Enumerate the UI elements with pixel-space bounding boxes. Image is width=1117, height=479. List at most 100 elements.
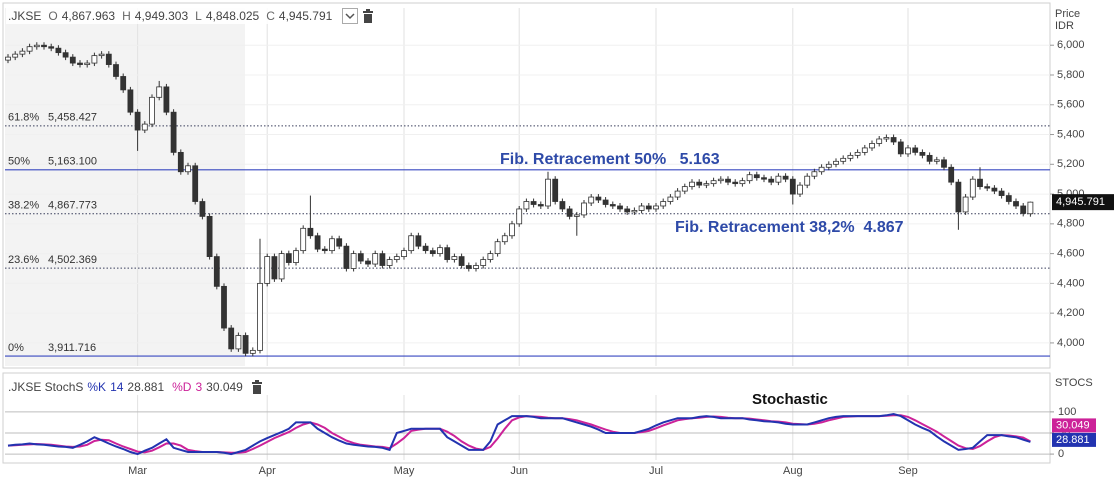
- y-axis-title: STOCS: [1055, 377, 1093, 389]
- delete-button[interactable]: [251, 380, 263, 394]
- candle-body: [681, 186, 688, 192]
- candle-body: [62, 52, 69, 58]
- fib-name: 61.8%: [8, 112, 39, 124]
- candle-body: [285, 253, 292, 263]
- candle-body: [991, 187, 998, 192]
- y-tick-label: 4,000: [1057, 337, 1085, 349]
- value-box-label: 30.049: [1056, 419, 1090, 431]
- annotation: Fib. Retracement 38,2% 4.867: [675, 219, 904, 236]
- y-tick-label: 6,000: [1057, 39, 1085, 51]
- y-tick-label: 4,600: [1057, 248, 1085, 260]
- candle-body: [746, 174, 753, 182]
- candle-body: [365, 260, 371, 265]
- delete-button[interactable]: [362, 9, 374, 23]
- candle-body: [753, 174, 760, 179]
- d-period: 3: [195, 380, 203, 394]
- candle-body: [437, 247, 443, 255]
- candle-body: [458, 256, 465, 266]
- candle-body: [1027, 201, 1034, 215]
- candle-body: [588, 196, 595, 204]
- candle-body: [1020, 205, 1027, 214]
- candle-body: [818, 166, 825, 173]
- candle-body: [480, 259, 487, 266]
- stochastic-header: .JKSE StochS %K 14 28.881 %D 3 30.049: [6, 380, 265, 394]
- last-price-box: [1052, 194, 1114, 211]
- candle-body: [912, 147, 919, 153]
- candle-body: [48, 46, 55, 49]
- candle-body: [869, 143, 875, 149]
- candle-body: [552, 178, 559, 202]
- last-price-label: 4,945.791: [1056, 196, 1105, 208]
- candle-body: [33, 44, 40, 48]
- candle-body: [451, 256, 458, 260]
- candle-body: [775, 175, 782, 183]
- candle-body: [1005, 195, 1012, 202]
- candle-body: [609, 204, 616, 207]
- candle-body: [321, 248, 328, 252]
- candle-body: [357, 253, 364, 262]
- candle-body: [653, 205, 659, 210]
- fib-name: 38.2%: [8, 200, 39, 212]
- candle-body: [465, 265, 472, 269]
- y-tick-label: 4,200: [1057, 307, 1085, 319]
- candle-body: [573, 214, 580, 217]
- candle-body: [804, 175, 811, 186]
- candle-body: [401, 250, 407, 257]
- candle-body: [696, 181, 703, 186]
- x-tick-label: Mar: [128, 465, 147, 477]
- candle-body: [271, 256, 278, 280]
- candle-body: [314, 235, 321, 250]
- candle-body: [933, 159, 940, 162]
- candle-body: [962, 196, 969, 213]
- candle-body: [192, 165, 199, 202]
- candle-body: [120, 76, 127, 91]
- value-box: [1052, 418, 1096, 433]
- y-axis-title: Price: [1055, 8, 1080, 20]
- candle-body: [897, 141, 904, 155]
- candle-body: [782, 175, 789, 180]
- dropdown-button[interactable]: [342, 8, 359, 24]
- y-tick-label: 5,800: [1057, 69, 1085, 81]
- candle-body: [789, 178, 796, 195]
- candle-body: [559, 201, 566, 210]
- indicator-name: .JKSE StochS: [8, 380, 84, 394]
- candle-body: [393, 256, 400, 260]
- candle-body: [883, 137, 890, 140]
- candle-body: [840, 157, 847, 162]
- candle-body: [811, 171, 818, 177]
- candle-body: [228, 327, 235, 350]
- annotation: Fib. Retracement 50% 5.163: [500, 151, 720, 168]
- candle-body: [12, 53, 19, 58]
- x-tick-label: Jul: [649, 465, 663, 477]
- candle-body: [501, 235, 508, 243]
- candle-body: [422, 245, 429, 252]
- value-box: [1052, 432, 1096, 447]
- candle-body: [199, 201, 206, 217]
- price-header: .JKSE O 4,867.963 H 4,949.303 L 4,848.025 C 4,94…: [6, 8, 377, 24]
- fib-value-label: 3,911.716: [48, 342, 96, 354]
- candle-body: [595, 196, 602, 201]
- candle-body: [336, 238, 343, 247]
- candle-body: [674, 190, 681, 198]
- candle-body: [91, 55, 98, 64]
- candle-body: [530, 201, 537, 205]
- stochastic-line: [7, 412, 1031, 456]
- candle-body: [300, 227, 307, 252]
- candle-body: [127, 89, 134, 113]
- candle-body: [516, 208, 523, 225]
- candle-body: [797, 184, 803, 195]
- candle-body: [717, 178, 724, 182]
- candle-body: [206, 215, 213, 257]
- candle-body: [149, 96, 155, 125]
- candle-body: [84, 62, 91, 65]
- k-name: %K: [87, 380, 107, 394]
- x-tick-label: May: [394, 465, 415, 477]
- candle-body: [631, 210, 638, 213]
- candle-body: [98, 53, 105, 57]
- fib-name: 23.6%: [8, 254, 39, 266]
- ohlc-fields: .JKSE O 4,867.963 H 4,949.303 L 4,848.025 C 4,94…: [8, 9, 332, 23]
- fib-value-label: 5,458.427: [48, 112, 97, 124]
- candle-body: [984, 186, 991, 189]
